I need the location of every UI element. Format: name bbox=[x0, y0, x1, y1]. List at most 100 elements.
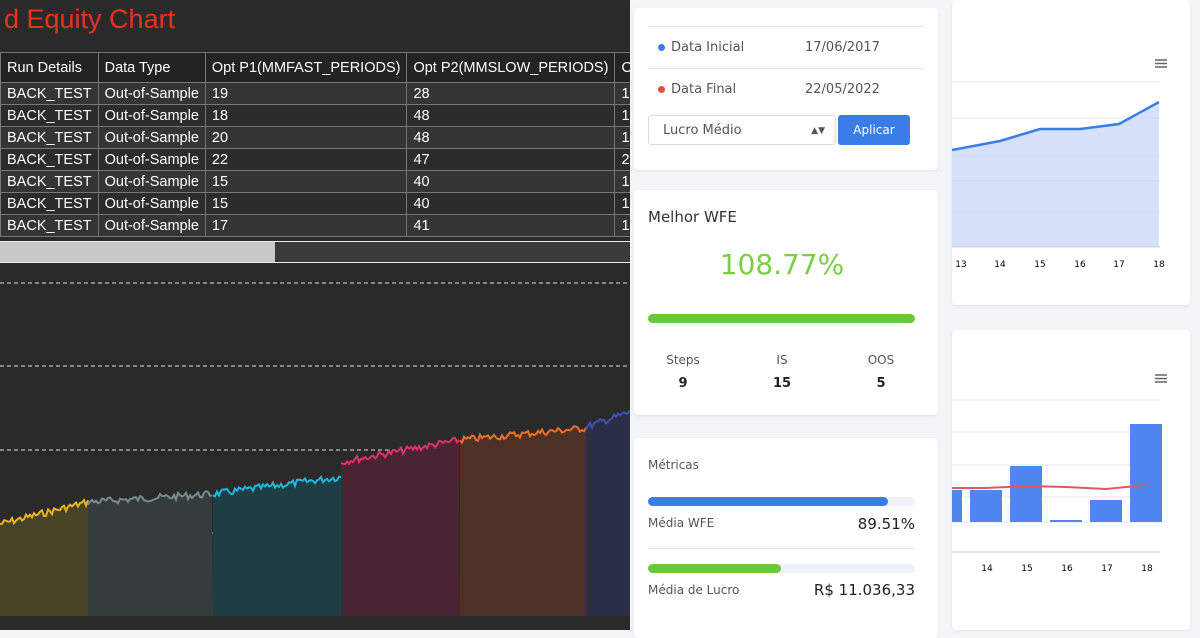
column-header: Run Details bbox=[0, 52, 99, 83]
date: 22/05/2022 bbox=[805, 82, 880, 97]
x-tick-label: 17 bbox=[1113, 260, 1124, 270]
cell: 15 bbox=[204, 192, 408, 215]
cell: BACK_TEST bbox=[0, 104, 99, 127]
progress-track bbox=[648, 564, 915, 573]
cell: BACK_TEST bbox=[0, 82, 99, 105]
equity-line bbox=[585, 409, 630, 431]
cell: 17 bbox=[204, 214, 408, 237]
x-tick-label: 17 bbox=[1101, 564, 1112, 574]
equity-line bbox=[340, 436, 460, 466]
column-header: Opt P1(MMFAST_PERIODS) bbox=[204, 52, 408, 83]
cell: Out-of-Sample bbox=[97, 214, 206, 237]
cell: 20 bbox=[204, 126, 408, 149]
x-tick-label: 14 bbox=[981, 564, 993, 574]
wfe-card: Melhor WFE 108.77% Steps 9 IS 15 OOS 5 bbox=[634, 190, 938, 415]
cell: 1.8 bbox=[614, 104, 630, 127]
stat-value: 9 bbox=[678, 376, 688, 391]
x-tick-label: 18 bbox=[1153, 260, 1165, 270]
region bbox=[586, 410, 630, 616]
cell: BACK_TEST bbox=[0, 126, 99, 149]
results-table: Run Details Data Type Opt P1(MMFAST_PERIOD… bbox=[0, 52, 630, 237]
cell: 41 bbox=[406, 214, 616, 237]
progress bbox=[648, 314, 915, 323]
panel-title: d Equity Chart bbox=[4, 4, 176, 34]
column-header: Opt P2(MMSLOW_PERIODS) bbox=[406, 52, 616, 83]
stat-value: 5 bbox=[876, 376, 886, 391]
cell: 1.7 bbox=[614, 192, 630, 215]
select-text: Lucro Médio bbox=[663, 123, 742, 138]
bar-chart: 14 15 16 17 18 bbox=[952, 330, 1190, 630]
cell: 48 bbox=[406, 126, 616, 149]
stat-label: Steps bbox=[666, 353, 700, 367]
x-tick-label: 16 bbox=[1074, 260, 1086, 270]
cell: 1.9 bbox=[614, 214, 630, 237]
cell: BACK_TEST bbox=[0, 148, 99, 171]
cell: Out-of-Sample bbox=[97, 192, 206, 215]
x-tick-label: 18 bbox=[1141, 564, 1153, 574]
x-tick-label: 15 bbox=[1021, 564, 1032, 574]
cell: 15 bbox=[204, 170, 408, 193]
region bbox=[88, 491, 213, 616]
scrollbar[interactable] bbox=[0, 241, 630, 263]
cell: 28 bbox=[406, 82, 616, 105]
cell: 22 bbox=[204, 148, 408, 171]
equity-line bbox=[87, 489, 213, 506]
metric-value: R$ 11.036,33 bbox=[813, 581, 915, 599]
metric-label: Média WFE bbox=[648, 516, 715, 530]
region bbox=[341, 437, 460, 616]
metric-value: 89.51% bbox=[857, 515, 915, 533]
cell: BACK_TEST bbox=[0, 192, 99, 215]
stat-label: IS bbox=[776, 353, 788, 367]
card-title: Métricas bbox=[648, 458, 699, 472]
cell: 18 bbox=[204, 104, 408, 127]
x-tick-label: 16 bbox=[1061, 564, 1073, 574]
cell: 2.0 bbox=[614, 148, 630, 171]
equity-chart bbox=[0, 282, 630, 616]
cell: BACK_TEST bbox=[0, 170, 99, 193]
x-tick-label: 13 bbox=[955, 260, 966, 270]
cell: 19 bbox=[204, 82, 408, 105]
region bbox=[460, 426, 586, 616]
cell: 1.8 bbox=[614, 82, 630, 105]
column-header: Data Type bbox=[97, 52, 206, 83]
apply-button[interactable]: Aplicar bbox=[838, 115, 910, 145]
cell: Out-of-Sample bbox=[97, 126, 206, 149]
area-chart: 13 14 15 16 17 18 bbox=[952, 0, 1190, 305]
date: 17/06/2017 bbox=[805, 40, 880, 55]
label: Data Final bbox=[671, 82, 737, 97]
column-header: Opt P3(MI bbox=[614, 52, 630, 83]
equity-line bbox=[459, 425, 587, 445]
wfe-value: 108.77% bbox=[719, 248, 845, 281]
card-title: Melhor WFE bbox=[648, 208, 737, 226]
cell: 40 bbox=[406, 170, 616, 193]
progress-track bbox=[648, 497, 915, 506]
cell: 47 bbox=[406, 148, 616, 171]
cell: Out-of-Sample bbox=[97, 148, 206, 171]
stat-value: 15 bbox=[772, 376, 792, 391]
metric-label: Média de Lucro bbox=[648, 583, 740, 597]
x-tick-label: 14 bbox=[994, 260, 1006, 270]
equity-line bbox=[0, 498, 89, 526]
cell: Out-of-Sample bbox=[97, 104, 206, 127]
cell: BACK_TEST bbox=[0, 214, 99, 237]
select[interactable]: Lucro Médio ▲▼ bbox=[648, 115, 836, 145]
cell: Out-of-Sample bbox=[97, 170, 206, 193]
left-panel: d Equity Chart Run Details Data Type Opt P… bbox=[0, 0, 630, 630]
cell: Out-of-Sample bbox=[97, 82, 206, 105]
cell: 1.8 bbox=[614, 170, 630, 193]
cell: 40 bbox=[406, 192, 616, 215]
cell: 1.7 bbox=[614, 126, 630, 149]
cell: 48 bbox=[406, 104, 616, 127]
x-tick-label: 15 bbox=[1034, 260, 1045, 270]
equity-line bbox=[212, 475, 342, 498]
label: Data Inicial bbox=[671, 40, 745, 55]
filter-card: Data Inicial 17/06/2017 Data Final 22/05… bbox=[634, 8, 938, 170]
